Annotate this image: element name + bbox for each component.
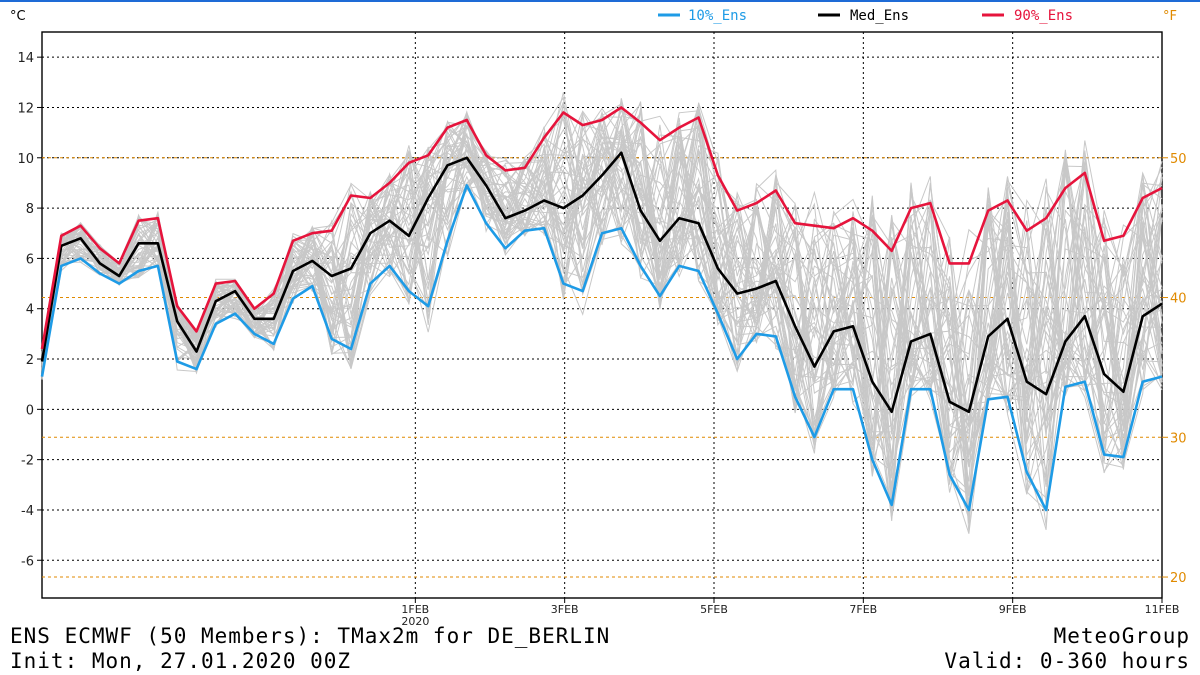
legend-label-median: Med_Ens [850, 8, 909, 24]
celsius-tick-label: 2 [26, 353, 34, 368]
series-line-90pct [40, 106, 1163, 350]
unit-celsius-label: °C [10, 9, 26, 24]
series-line-10pct [40, 184, 1163, 512]
date-tick-label: 5FEB [700, 603, 728, 616]
series-line-median [40, 151, 1163, 414]
ensemble-member-line [41, 102, 1163, 483]
celsius-tick-label: -2 [21, 454, 34, 469]
ensemble-member-line [41, 141, 1163, 493]
y-axis-fahrenheit: 20 30 40 50 [1162, 152, 1187, 586]
date-tick-label: 3FEB [551, 603, 579, 616]
fahrenheit-tick-label: 40 [1170, 292, 1187, 307]
fahrenheit-tick-label: 20 [1170, 571, 1187, 586]
date-year-label: 2020 [401, 615, 429, 628]
valid-range: Valid: 0-360 hours [944, 649, 1190, 673]
celsius-tick-label: 10 [17, 152, 34, 167]
brand-name: MeteoGroup [1053, 624, 1190, 648]
celsius-tick-label: 4 [26, 303, 34, 318]
celsius-tick-label: 8 [26, 202, 34, 217]
series-lines [40, 106, 1163, 512]
celsius-tick-label: 6 [26, 252, 34, 267]
celsius-tick-label: -4 [21, 504, 34, 519]
celsius-tick-label: -6 [21, 554, 34, 569]
legend-label-90pct: 90%_Ens [1014, 8, 1073, 24]
ensemble-member-line [41, 99, 1163, 509]
ensemble-member-line [41, 131, 1163, 512]
date-tick-label: 7FEB [849, 603, 877, 616]
fahrenheit-tick-label: 30 [1170, 431, 1187, 446]
celsius-tick-label: 14 [17, 51, 34, 66]
legend: 10%_Ens Med_Ens 90%_Ens [658, 8, 1073, 24]
y-axis-celsius: -6 -4 -2 0 2 4 6 8 10 12 14 [17, 51, 42, 569]
chart-title: ENS ECMWF (50 Members): TMax2m for DE_BE… [10, 624, 611, 648]
date-tick-label: 9FEB [999, 603, 1027, 616]
legend-label-10pct: 10%_Ens [688, 8, 747, 24]
ensemble-member-line [41, 106, 1163, 467]
ensemble-member-line [41, 107, 1163, 534]
fahrenheit-tick-label: 50 [1170, 152, 1187, 167]
unit-fahrenheit-label: °F [1163, 9, 1177, 24]
date-tick-label: 1FEB [401, 603, 429, 616]
celsius-tick-label: 0 [26, 403, 34, 418]
celsius-tick-label: 12 [17, 101, 34, 116]
date-tick-label: 11FEB [1145, 603, 1180, 616]
init-time: Init: Mon, 27.01.2020 00Z [10, 649, 352, 673]
ensemble-member-line [41, 132, 1163, 521]
ensemble-member-line [41, 113, 1163, 474]
